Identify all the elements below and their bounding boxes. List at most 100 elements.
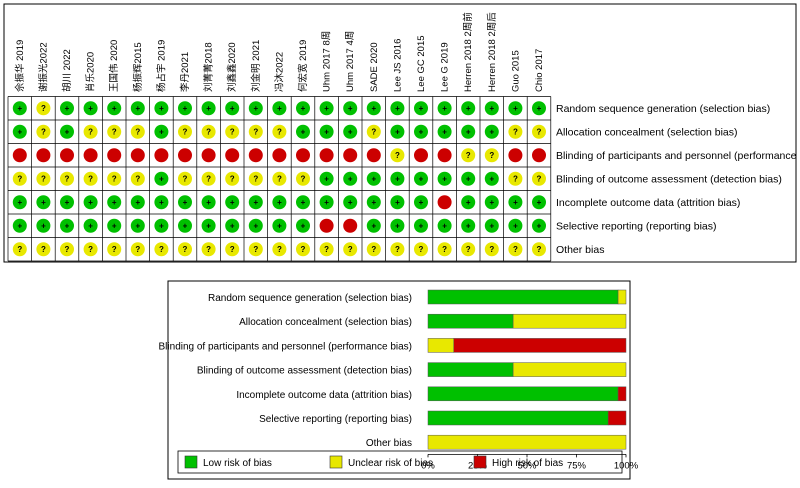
judgement-symbol: ?: [88, 128, 93, 137]
judgement-dot: [319, 148, 334, 163]
bar-segment: [453, 338, 627, 353]
judgement-symbol: ?: [537, 245, 542, 254]
judgement-circle: [414, 218, 428, 233]
domain-label: Random sequence generation (selection bi…: [556, 103, 770, 115]
judgement-symbol: +: [17, 222, 22, 231]
judgement-dot: +: [508, 218, 523, 233]
judgement-circle: [154, 218, 169, 233]
bar-category-label: Blinding of outcome assessment (detectio…: [197, 366, 412, 377]
judgement-symbol: ?: [371, 128, 376, 137]
judgement-symbol: ?: [371, 245, 376, 254]
judgement-symbol: +: [65, 128, 70, 137]
legend: Low risk of bias Unclear risk of bias High…: [177, 450, 623, 474]
judgement-circle: [366, 148, 381, 163]
judgement-circle: [508, 148, 523, 163]
judgement-symbol: +: [183, 104, 188, 113]
judgement-circle: [296, 195, 310, 210]
judgement-circle: [130, 195, 145, 210]
study-label: 胡川 2022: [61, 49, 73, 92]
judgement-symbol: +: [442, 104, 447, 113]
judgement-dot: ?: [296, 242, 310, 257]
judgement-circle: [272, 101, 287, 116]
judgement-circle: [60, 242, 74, 257]
judgement-circle: [319, 124, 334, 139]
judgement-symbol: +: [65, 198, 70, 207]
judgement-symbol: +: [489, 128, 494, 137]
judgement-dot: +: [12, 218, 27, 233]
judgement-dot: +: [296, 218, 310, 233]
judgement-dot: +: [60, 124, 74, 139]
judgement-symbol: +: [395, 198, 400, 207]
judgement-circle: [107, 101, 122, 116]
judgement-symbol: +: [348, 175, 353, 184]
study-label: Lee JS 2016: [392, 39, 403, 92]
judgement-circle: [201, 124, 216, 139]
judgement-symbol: ?: [206, 128, 211, 137]
judgement-symbol: +: [348, 198, 353, 207]
judgement-dot: ?: [178, 124, 192, 139]
judgement-dot: +: [390, 195, 405, 210]
judgement-symbol: +: [41, 222, 46, 231]
judgement-symbol: +: [419, 128, 424, 137]
judgement-symbol: +: [348, 128, 353, 137]
judgement-symbol: ?: [253, 245, 258, 254]
judgement-circle: [366, 242, 381, 257]
judgement-symbol: +: [513, 222, 518, 231]
judgement-dot: +: [201, 195, 216, 210]
judgement-symbol: ?: [41, 245, 46, 254]
judgement-dot: +: [437, 218, 452, 233]
judgement-dot: ?: [36, 242, 51, 257]
judgement-circle: [532, 242, 546, 257]
judgement-dot: [248, 148, 263, 163]
judgement-dot: +: [12, 124, 27, 139]
judgement-circle: [319, 171, 334, 186]
judgement-circle: [532, 195, 546, 210]
judgement-dot: ?: [319, 242, 334, 257]
judgement-circle: [36, 242, 51, 257]
judgement-dot: ?: [248, 242, 263, 257]
judgement-dot: +: [390, 101, 405, 116]
judgement-symbol: ?: [442, 245, 447, 254]
judgement-dot: ?: [225, 171, 240, 186]
judgement-symbol: ?: [419, 245, 424, 254]
judgement-circle: [130, 124, 145, 139]
judgement-circle: [83, 148, 98, 163]
bar-category-labels: Random sequence generation (selection bi…: [159, 293, 412, 449]
domain-label: Allocation concealment (selection bias): [556, 126, 738, 138]
judgement-dot: +: [461, 124, 476, 139]
judgement-circle: [36, 148, 51, 163]
judgement-circle: [248, 218, 263, 233]
judgement-symbol: ?: [513, 128, 518, 137]
judgement-dot: +: [461, 195, 476, 210]
judgement-circle: [36, 101, 51, 116]
judgement-circle: [390, 148, 405, 163]
judgement-dot: +: [343, 171, 358, 186]
judgement-dot: +: [201, 218, 216, 233]
judgement-symbol: ?: [65, 175, 70, 184]
judgement-symbol: ?: [112, 175, 117, 184]
judgement-circle: [296, 101, 310, 116]
judgement-circle: [225, 171, 240, 186]
judgement-circle: [461, 101, 476, 116]
judgement-circle: [414, 195, 428, 210]
judgement-dot: ?: [201, 171, 216, 186]
judgement-circle: [130, 218, 145, 233]
judgement-symbol: ?: [206, 245, 211, 254]
judgement-dot: [154, 148, 169, 163]
judgement-symbol: +: [253, 104, 258, 113]
judgement-symbol: ?: [112, 245, 117, 254]
judgement-dot: +: [154, 124, 169, 139]
judgement-circle: [461, 195, 476, 210]
judgement-dot: +: [319, 101, 334, 116]
judgement-dot: [414, 148, 428, 163]
judgement-circle: [12, 124, 27, 139]
judgement-symbol: +: [112, 222, 117, 231]
judgement-symbol: +: [371, 222, 376, 231]
judgement-symbol: +: [348, 104, 353, 113]
judgement-circle: [366, 124, 381, 139]
study-label: 冯沐2022: [273, 52, 285, 92]
judgement-circle: [107, 148, 122, 163]
judgement-circle: [201, 101, 216, 116]
judgement-symbol: +: [419, 175, 424, 184]
bar-segment: [427, 386, 619, 402]
